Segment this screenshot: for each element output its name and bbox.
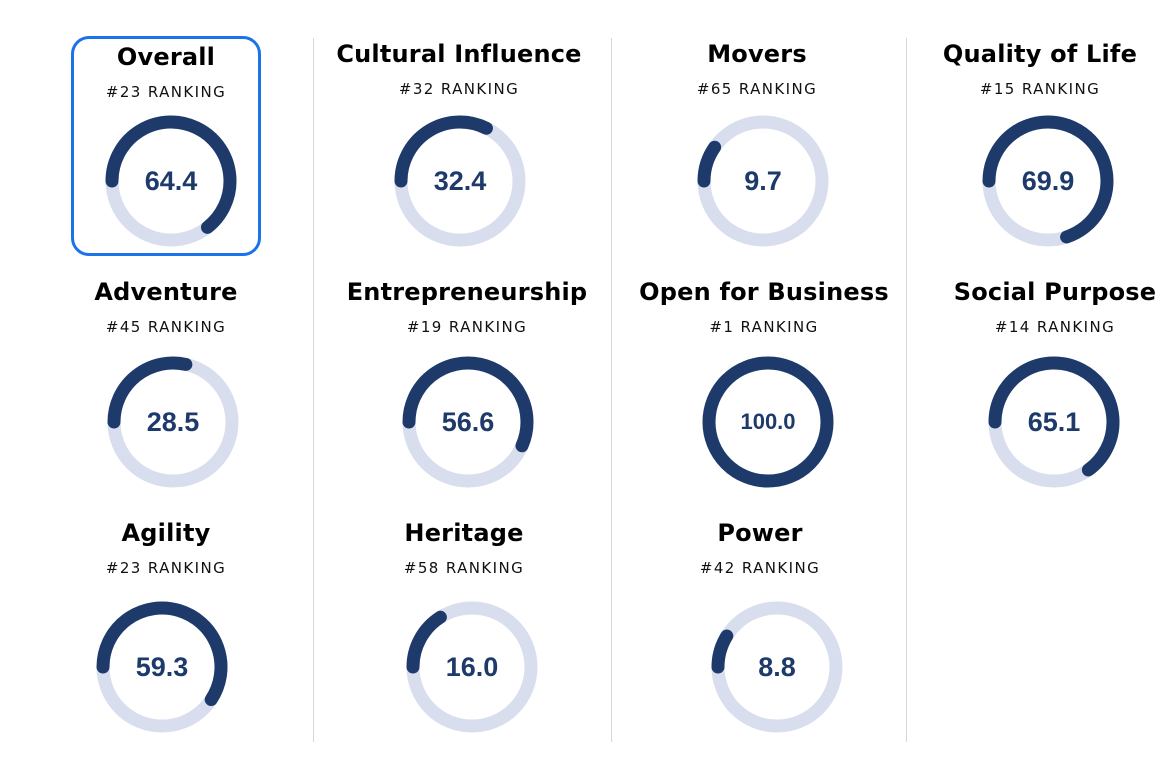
- score-gauge: 69.9: [978, 111, 1118, 251]
- gauge-progress-arc: [107, 356, 193, 429]
- metric-ranking: #14 RANKING: [994, 318, 1116, 336]
- clipped-header-fragment: •••••: [190, 0, 215, 6]
- metric-ranking: #1 RANKING: [709, 318, 819, 336]
- score-gauge: 16.0: [402, 597, 542, 737]
- score-value: 32.4: [433, 165, 487, 196]
- score-ring: [711, 601, 843, 733]
- metric-ranking: #45 RANKING: [105, 318, 227, 336]
- metric-ranking: #32 RANKING: [398, 80, 520, 98]
- score-value: 16.0: [445, 651, 499, 682]
- clipped-header-fragment: •••••: [330, 0, 355, 6]
- clipped-header-fragment: •••••: [500, 0, 525, 6]
- column-divider: [906, 38, 907, 742]
- metric-card-open-for-business[interactable]: Open for Business #1 RANKING 100.0: [639, 274, 889, 494]
- metric-ranking: #23 RANKING: [105, 559, 227, 577]
- metric-ranking: #65 RANKING: [696, 80, 818, 98]
- metric-title: Cultural Influence: [336, 40, 582, 68]
- metric-card-heritage[interactable]: Heritage #58 RANKING 16.0: [369, 515, 559, 735]
- metric-title: Agility: [121, 519, 211, 547]
- score-gauge: 28.5: [103, 352, 243, 492]
- metric-card-entrepreneurship[interactable]: Entrepreneurship #19 RANKING 56.6: [347, 274, 587, 494]
- score-ring: [406, 601, 538, 733]
- score-gauge: 56.6: [398, 352, 538, 492]
- score-gauge: 32.4: [390, 111, 530, 251]
- column-divider: [611, 38, 612, 742]
- score-value: 69.9: [1021, 165, 1075, 196]
- score-value: 100.0: [740, 409, 796, 434]
- gauge-progress-arc: [96, 601, 228, 707]
- metric-title: Heritage: [404, 519, 524, 547]
- metric-title: Open for Business: [639, 278, 889, 306]
- score-ring: [982, 115, 1114, 247]
- gauge-progress-arc: [402, 356, 534, 453]
- score-value: 65.1: [1027, 406, 1081, 437]
- gauge-progress-arc: [988, 356, 1120, 477]
- metric-card-adventure[interactable]: Adventure #45 RANKING 28.5: [71, 274, 261, 494]
- metric-title: Overall: [116, 43, 216, 71]
- score-ring: [105, 115, 237, 247]
- metric-title: Social Purpose: [953, 278, 1157, 306]
- metric-card-cultural-influence[interactable]: Cultural Influence #32 RANKING 32.4: [336, 36, 581, 256]
- metric-ranking: #23 RANKING: [105, 83, 227, 101]
- score-gauge: 65.1: [984, 352, 1124, 492]
- metric-ranking: #15 RANKING: [979, 80, 1101, 98]
- score-value: 64.4: [144, 165, 198, 196]
- gauge-progress-arc: [702, 356, 834, 488]
- score-gauge: 59.3: [92, 597, 232, 737]
- score-value: 28.5: [146, 406, 200, 437]
- metric-title: Quality of Life: [942, 40, 1138, 68]
- metric-card-quality-of-life[interactable]: Quality of Life #15 RANKING 69.9: [943, 36, 1137, 256]
- score-ring: [107, 356, 239, 488]
- score-gauge: 8.8: [707, 597, 847, 737]
- score-ring: [702, 356, 834, 488]
- score-value: 9.7: [744, 165, 782, 196]
- score-gauge: 9.7: [693, 111, 833, 251]
- clipped-header-text: ••••• ••••• •••••: [0, 0, 1170, 6]
- metric-title: Power: [717, 519, 803, 547]
- score-ring: [697, 115, 829, 247]
- score-gauge: 64.4: [101, 111, 241, 251]
- gauge-progress-arc: [711, 629, 734, 674]
- metric-title: Movers: [707, 40, 807, 68]
- gauge-progress-arc: [394, 115, 493, 188]
- score-value: 8.8: [758, 651, 796, 682]
- metric-ranking: #42 RANKING: [699, 559, 821, 577]
- gauge-progress-arc: [982, 115, 1114, 244]
- gauge-progress-arc: [697, 140, 722, 188]
- score-value: 56.6: [441, 406, 495, 437]
- metric-card-power[interactable]: Power #42 RANKING 8.8: [665, 515, 855, 735]
- metric-card-movers[interactable]: Movers #65 RANKING 9.7: [662, 36, 852, 256]
- score-value: 59.3: [135, 651, 189, 682]
- score-gauge: 100.0: [698, 352, 838, 492]
- score-ring: [394, 115, 526, 247]
- metric-ranking: #58 RANKING: [403, 559, 525, 577]
- metric-title: Entrepreneurship: [346, 278, 588, 306]
- metric-card-social-purpose[interactable]: Social Purpose #14 RANKING 65.1: [954, 274, 1156, 494]
- metric-card-overall[interactable]: Overall #23 RANKING 64.4: [71, 36, 261, 256]
- column-divider: [313, 38, 314, 742]
- score-ring: [96, 601, 228, 733]
- gauge-progress-arc: [406, 610, 447, 674]
- score-ring: [402, 356, 534, 488]
- score-ring: [988, 356, 1120, 488]
- metric-title: Adventure: [94, 278, 238, 306]
- metric-card-agility[interactable]: Agility #23 RANKING 59.3: [71, 515, 261, 735]
- metric-ranking: #19 RANKING: [406, 318, 528, 336]
- gauge-progress-arc: [105, 115, 237, 234]
